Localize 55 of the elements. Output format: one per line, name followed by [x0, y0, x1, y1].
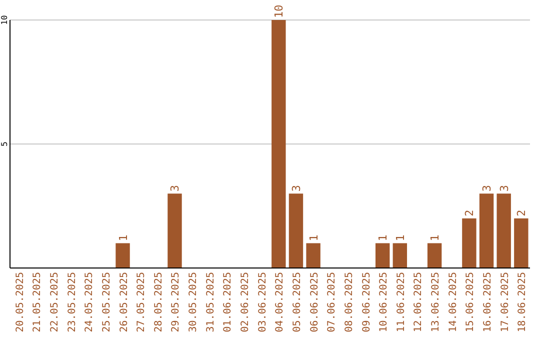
- x-tick-label: 09.06.2025: [361, 272, 372, 332]
- x-tick-label: 11.06.2025: [396, 272, 407, 332]
- x-tick-label: 02.06.2025: [240, 272, 252, 332]
- data-label: 3: [290, 184, 303, 192]
- x-tick-label: 16.06.2025: [482, 272, 494, 332]
- x-tick-label: 12.06.2025: [413, 272, 424, 332]
- x-tick-label: 07.06.2025: [326, 272, 338, 332]
- x-tick-label: 22.05.2025: [49, 272, 60, 332]
- data-label: 10: [272, 4, 286, 18]
- x-tick-label: 06.06.2025: [309, 272, 320, 332]
- bar: [479, 194, 494, 268]
- x-tick-label: 15.06.2025: [465, 272, 476, 332]
- bar: [168, 194, 182, 268]
- x-tick-label: 01.06.2025: [222, 272, 234, 332]
- x-tick-label: 28.05.2025: [153, 272, 164, 332]
- x-tick-label: 24.05.2025: [84, 272, 96, 332]
- x-tick-label: 05.06.2025: [292, 272, 303, 332]
- x-tick-label: 29.05.2025: [170, 272, 182, 332]
- x-tick-label: 18.06.2025: [517, 272, 528, 332]
- x-tick-label: 30.05.2025: [188, 272, 200, 332]
- y-tick-label: 5: [0, 141, 9, 146]
- data-label: 3: [168, 184, 182, 192]
- bar: [427, 243, 442, 268]
- x-tick-label: 10.06.2025: [378, 272, 390, 332]
- x-tick-label: 27.05.2025: [136, 272, 148, 332]
- data-label: 3: [498, 184, 511, 192]
- x-tick-label: 14.06.2025: [448, 272, 459, 332]
- data-label: 3: [480, 184, 494, 192]
- x-tick-label: 13.06.2025: [430, 272, 442, 332]
- x-tick-label: 25.05.2025: [101, 272, 112, 332]
- bar: [288, 194, 304, 268]
- data-label: 1: [307, 234, 320, 242]
- data-label: 1: [376, 234, 390, 242]
- bar: [375, 243, 390, 268]
- bar: [462, 218, 476, 268]
- x-tick-label: 03.06.2025: [257, 272, 268, 332]
- x-tick-label: 31.05.2025: [205, 272, 216, 332]
- bar: [116, 243, 130, 268]
- bar: [306, 243, 320, 268]
- x-tick-label: 20.05.2025: [14, 272, 26, 332]
- data-label: 1: [394, 234, 407, 242]
- bar: [496, 194, 511, 268]
- x-tick-label: 04.06.2025: [274, 272, 286, 332]
- x-tick-label: 21.05.2025: [32, 272, 44, 332]
- data-label: 2: [463, 210, 476, 216]
- x-tick-label: 26.05.2025: [118, 272, 130, 332]
- x-tick-label: 17.06.2025: [500, 272, 511, 332]
- bar: [272, 20, 286, 268]
- data-label: 1: [428, 234, 442, 242]
- bar: [514, 218, 528, 268]
- bar: [392, 243, 408, 268]
- data-label: 2: [515, 210, 528, 216]
- x-tick-label: 08.06.2025: [344, 272, 355, 332]
- x-tick-label: 23.05.2025: [66, 272, 78, 332]
- data-label: 1: [116, 234, 130, 242]
